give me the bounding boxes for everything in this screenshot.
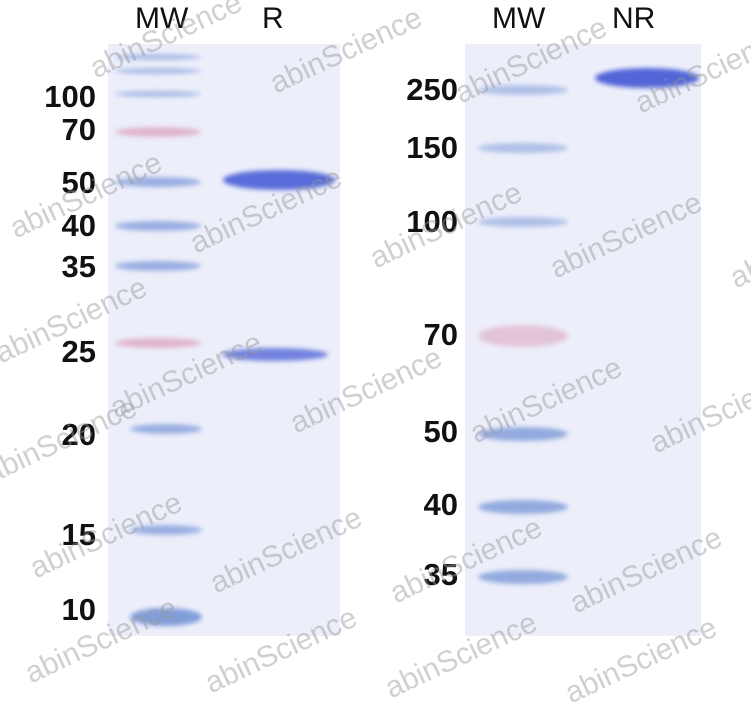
mw-label-left-25: 25 [61, 334, 96, 369]
mw-label-left-40: 40 [61, 208, 96, 243]
lane-label-right-mw: MW [492, 2, 546, 35]
marker-band-left-25 [115, 338, 201, 348]
mw-label-left-50: 50 [61, 165, 96, 200]
marker-band-right-250 [478, 85, 568, 95]
marker-band-right-70 [478, 325, 568, 347]
watermark-text: abinScience [725, 195, 751, 295]
marker-band-left-35 [115, 261, 201, 271]
marker-band-left-top [115, 54, 201, 60]
marker-band-left-40 [115, 221, 201, 231]
marker-band-right-50 [478, 427, 568, 441]
mw-label-left-100: 100 [44, 79, 96, 114]
marker-band-right-150 [478, 143, 568, 153]
lane-label-nr: NR [612, 2, 656, 35]
mw-label-right-35: 35 [423, 557, 458, 592]
mw-label-right-70: 70 [423, 317, 458, 352]
marker-band-right-100 [478, 217, 568, 227]
mw-label-right-100: 100 [406, 204, 458, 239]
marker-band-left-10 [130, 608, 202, 626]
marker-band-left-20 [130, 424, 202, 434]
mw-label-left-70: 70 [61, 112, 96, 147]
mw-label-left-20: 20 [61, 417, 96, 452]
sample-band-nr [595, 68, 699, 88]
sample-band-r-light [222, 348, 328, 361]
sample-band-r-heavy [223, 170, 335, 190]
mw-label-left-10: 10 [61, 592, 96, 627]
lane-label-left-mw: MW [135, 2, 189, 35]
marker-band-right-35 [478, 570, 568, 584]
mw-label-left-15: 15 [61, 517, 96, 552]
mw-label-right-40: 40 [423, 487, 458, 522]
mw-label-right-150: 150 [406, 130, 458, 165]
marker-band-left-15 [130, 525, 202, 535]
mw-label-right-50: 50 [423, 414, 458, 449]
marker-band-right-40 [478, 500, 568, 514]
marker-band-left-70 [115, 127, 201, 137]
lane-label-r: R [262, 2, 284, 35]
mw-label-right-250: 250 [406, 72, 458, 107]
mw-label-left-35: 35 [61, 249, 96, 284]
marker-band-left-top [115, 68, 201, 74]
marker-band-left-50 [115, 177, 201, 187]
marker-band-left-top [115, 91, 201, 97]
